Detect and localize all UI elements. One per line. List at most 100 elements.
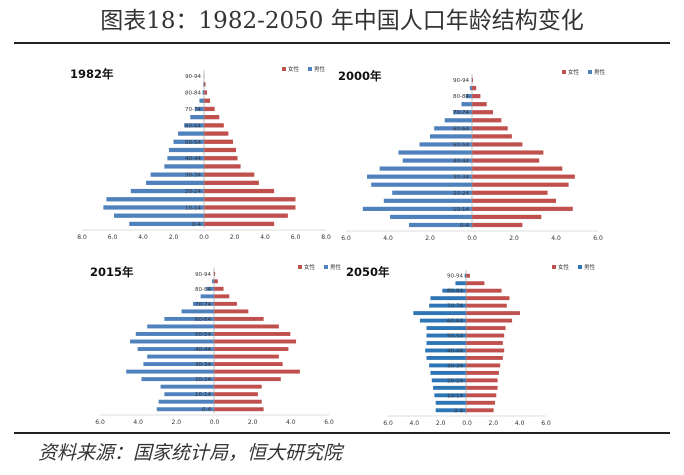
- bar-male-50-54: [135, 332, 214, 336]
- bar-male-25-29: [146, 180, 204, 185]
- bar-female-85-89: [472, 85, 477, 91]
- bar-female-10-14: [214, 392, 258, 397]
- source-note: 资料来源：国家统计局，恒大研究院: [38, 442, 343, 464]
- legend: 女性 男性: [562, 68, 606, 76]
- bar-male-35-39: [164, 164, 204, 169]
- age-tick-label: 20-24: [447, 378, 463, 384]
- age-tick-label: 90-94: [447, 274, 463, 280]
- age-tick-label: 40-44: [453, 159, 469, 165]
- title-rule: [14, 42, 670, 44]
- bar-female-70-74: [466, 303, 507, 308]
- bar-female-70-74: [204, 106, 215, 112]
- x-tick-label: 8.0: [321, 234, 331, 241]
- bar-male-60-64: [184, 123, 204, 128]
- x-tick-label: 4.0: [138, 234, 148, 241]
- x-tick-label: 4.0: [133, 419, 143, 426]
- bar-female-65-69: [214, 309, 249, 314]
- x-tick-label: 0.0: [467, 235, 477, 242]
- x-tick-label: 6.0: [95, 419, 105, 426]
- pyramid-chart-3: 0-4 10-14 20-24 30-34 40-44 50-54 60-64 70-74 80…: [346, 263, 596, 427]
- bar-female-15-19: [472, 198, 556, 203]
- x-tick-label: 2.0: [172, 419, 182, 426]
- bar-male-30-34: [367, 174, 472, 179]
- bar-male-70-74: [193, 301, 214, 306]
- bar-female-40-44: [204, 156, 238, 161]
- age-tick-label: 80-84: [185, 91, 201, 97]
- bar-male-45-49: [426, 341, 466, 345]
- bar-male-25-29: [430, 370, 466, 375]
- bar-female-70-74: [472, 110, 493, 115]
- bar-female-35-39: [204, 164, 241, 169]
- bar-female-10-14: [472, 206, 573, 211]
- panel-title: 1982年: [70, 67, 114, 81]
- age-tick-label: 70-74: [453, 110, 469, 116]
- bar-female-45-49: [466, 341, 503, 345]
- legend-label-female: 女性: [304, 263, 316, 271]
- bar-female-30-34: [472, 174, 575, 179]
- panel-title: 2000年: [338, 69, 382, 83]
- bar-male-85-89: [212, 279, 214, 284]
- bar-female-55-59: [472, 134, 512, 139]
- legend-swatch-male: [324, 265, 328, 269]
- bar-male-50-54: [173, 139, 204, 144]
- bar-male-85-89: [469, 85, 472, 91]
- x-tick-label: 4.0: [515, 420, 525, 427]
- bar-female-5-9: [204, 213, 288, 218]
- bar-male-80-84: [206, 286, 214, 291]
- bar-male-75-79: [461, 102, 472, 107]
- bar-male-55-59: [178, 131, 204, 136]
- bar-female-60-64: [472, 126, 508, 131]
- bar-female-85-89: [466, 281, 485, 286]
- bar-male-35-39: [426, 356, 466, 360]
- pyramid-chart-1: 0-4 10-14 20-24 30-34 40-44 50-54 60-64 70-74 80…: [338, 68, 606, 242]
- age-tick-label: 60-64: [453, 126, 469, 132]
- age-tick-label: 40-44: [195, 347, 211, 353]
- legend-label-male: 男性: [314, 65, 326, 73]
- bar-female-85-89: [204, 82, 206, 87]
- age-tick-label: 30-34: [195, 362, 211, 368]
- age-tick-label: 80-84: [447, 289, 463, 295]
- bar-male-70-74: [453, 110, 472, 115]
- age-tick-label: 0-4: [454, 408, 463, 414]
- age-tick-label: 80-84: [453, 94, 469, 100]
- age-tick-label: 90-94: [453, 78, 469, 84]
- bar-female-30-34: [466, 363, 501, 368]
- legend: 女性 男性: [298, 263, 342, 271]
- x-tick-label: 2.0: [509, 235, 519, 242]
- bar-male-15-19: [433, 385, 466, 390]
- bar-male-60-64: [434, 126, 472, 131]
- bar-male-5-9: [158, 399, 214, 404]
- bar-male-15-19: [160, 384, 214, 389]
- legend-swatch-female: [298, 265, 302, 269]
- x-tick-label: 2.0: [436, 420, 446, 427]
- bar-male-0-4: [409, 222, 472, 228]
- bar-male-70-74: [194, 106, 204, 112]
- age-tick-label: 30-34: [185, 173, 201, 179]
- bar-male-45-49: [130, 339, 214, 344]
- x-tick-label: 4.0: [286, 419, 296, 426]
- legend-label-male: 男性: [330, 263, 342, 271]
- pyramid-chart-2: 0-4 10-14 20-24 30-34 40-44 50-54 60-64 70-74 80…: [90, 263, 342, 426]
- bar-male-5-9: [435, 400, 466, 405]
- bar-male-20-24: [431, 378, 466, 383]
- bar-female-50-54: [204, 139, 233, 144]
- age-tick-label: 50-54: [447, 334, 463, 340]
- bar-female-10-14: [466, 393, 497, 398]
- age-tick-label: 20-24: [185, 189, 201, 195]
- bar-male-55-59: [147, 324, 214, 329]
- bar-male-30-34: [143, 362, 214, 367]
- age-tick-label: 50-54: [185, 140, 201, 146]
- age-tick-label: 0-4: [460, 223, 469, 229]
- age-tick-label: 40-44: [447, 348, 463, 354]
- bar-female-55-59: [214, 324, 279, 329]
- bar-female-90-94: [466, 273, 470, 278]
- bar-female-50-54: [466, 333, 505, 338]
- bar-male-10-14: [103, 205, 204, 210]
- bar-female-40-44: [214, 347, 289, 351]
- bar-female-75-79: [204, 98, 211, 103]
- bar-male-0-4: [156, 407, 214, 412]
- age-tick-label: 0-4: [192, 222, 201, 228]
- bar-female-80-84: [214, 286, 224, 291]
- bar-female-0-4: [472, 222, 523, 228]
- bar-female-25-29: [466, 370, 499, 375]
